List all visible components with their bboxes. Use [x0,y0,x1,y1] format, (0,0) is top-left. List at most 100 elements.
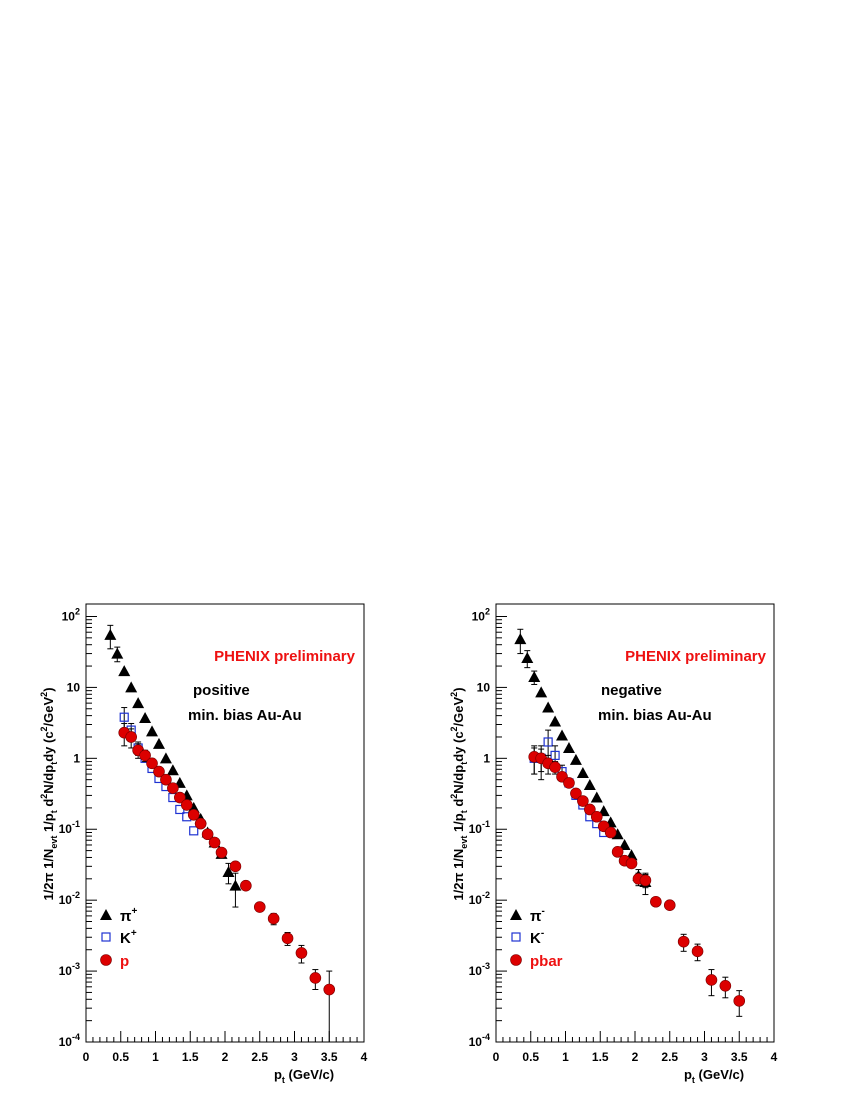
y-tick-label: 10 [67,680,81,694]
x-tick-label: 0 [83,1050,90,1064]
annotation-text: min. bias Au-Au [598,707,712,724]
data-point [139,749,151,762]
y-tick-label: 10-3 [59,961,80,978]
data-point [576,767,589,779]
data-point [625,857,638,870]
legend-marker [100,909,112,920]
data-point [521,651,534,663]
legend-label: p [120,953,129,970]
x-tick-label: 2.5 [661,1050,678,1064]
data-point [563,777,575,789]
data-point [542,701,555,713]
data-point [535,686,548,698]
y-tick-label: 10 [477,680,491,694]
data-point [125,731,137,743]
data-point [153,765,165,778]
y-axis-label: 1/2π 1/Nevt 1/pt d2N/dptdy (c2/GeV2) [449,687,469,900]
data-point [691,945,704,958]
data-point [663,899,676,911]
series-triangle [104,624,242,908]
collaboration-label: PHENIX preliminary [625,648,767,665]
data-point [174,791,186,804]
data-point [281,932,294,945]
x-tick-label: 2 [222,1050,229,1064]
data-point [556,729,569,741]
y-tick-label: 10-4 [469,1032,490,1049]
data-point [590,791,603,803]
data-point [208,836,221,849]
data-point [187,808,200,821]
x-tick-label: 0 [493,1050,500,1064]
data-point [166,764,179,776]
y-tick-label: 102 [472,606,490,623]
x-tick-label: 3 [701,1050,708,1064]
data-point [229,879,242,891]
legend-marker [511,932,521,942]
data-point [159,752,172,764]
x-tick-label: 4 [771,1050,778,1064]
collaboration-label: PHENIX preliminary [214,648,356,665]
y-tick-label: 10-1 [469,819,490,836]
x-tick-label: 3.5 [731,1050,748,1064]
y-axis: 10-4 10-3 10-2 10-1 1 10 102 [59,606,97,1049]
data-point [111,647,124,659]
x-tick-label: 1.5 [182,1050,199,1064]
y-tick-label: 10-2 [469,890,490,907]
data-point [528,671,541,683]
legend-marker [100,954,112,966]
data-point [104,628,117,640]
x-tick-label: 4 [361,1050,368,1064]
data-point [229,860,242,873]
x-tick-label: 0.5 [112,1050,129,1064]
chart-panel-1: 0 0.5 1 1.5 2 2.5 3 3.5 4 10-4 10-3 10-2 10-1 1 10 102 p… [39,603,368,1085]
data-point [146,757,158,770]
data-point [267,912,280,925]
data-point [119,712,129,722]
y-axis: 10-4 10-3 10-2 10-1 1 10 102 [469,606,507,1049]
y-tick-label: 1 [73,751,80,765]
data-point [146,725,159,737]
data-point [543,737,553,747]
x-tick-label: 3.5 [321,1050,338,1064]
data-point [584,803,596,816]
data-point [677,935,690,948]
data-point [295,947,308,959]
annotation-text: positive [193,682,250,699]
data-point [650,895,662,908]
y-tick-label: 10-3 [469,961,490,978]
x-tick-label: 1 [152,1050,159,1064]
legend-marker [510,954,522,966]
data-point [309,972,322,984]
x-axis: 0 0.5 1 1.5 2 2.5 3 3.5 4 [493,1031,778,1064]
data-point [253,901,266,913]
data-point [132,697,145,709]
legend-label: π- [530,906,545,925]
series-circle [528,745,746,1017]
series-circle [118,722,336,1043]
data-point [514,633,527,645]
x-tick-label: 1 [562,1050,569,1064]
data-point [222,865,235,877]
data-point [118,665,131,677]
data-point [139,712,152,724]
data-point [549,761,561,773]
y-axis-label: 1/2π 1/Nevt 1/pt d2N/dptdy (c2/GeV2) [39,687,59,900]
data-point [240,879,252,892]
x-axis-label: pt (GeV/c) [274,1067,334,1085]
y-tick-label: 10-1 [59,819,80,836]
legend-label: K- [530,928,544,947]
x-tick-label: 3 [291,1050,298,1064]
annotation-text: min. bias Au-Au [188,707,302,724]
y-tick-label: 102 [62,606,80,623]
x-axis: 0 0.5 1 1.5 2 2.5 3 3.5 4 [83,1031,368,1064]
data-point [590,810,603,823]
data-point [215,846,228,859]
data-point [719,980,732,992]
data-point [583,779,596,791]
x-tick-label: 1.5 [592,1050,609,1064]
y-tick-label: 1 [483,751,490,765]
data-point [323,983,336,996]
plot-frame [495,603,775,1043]
